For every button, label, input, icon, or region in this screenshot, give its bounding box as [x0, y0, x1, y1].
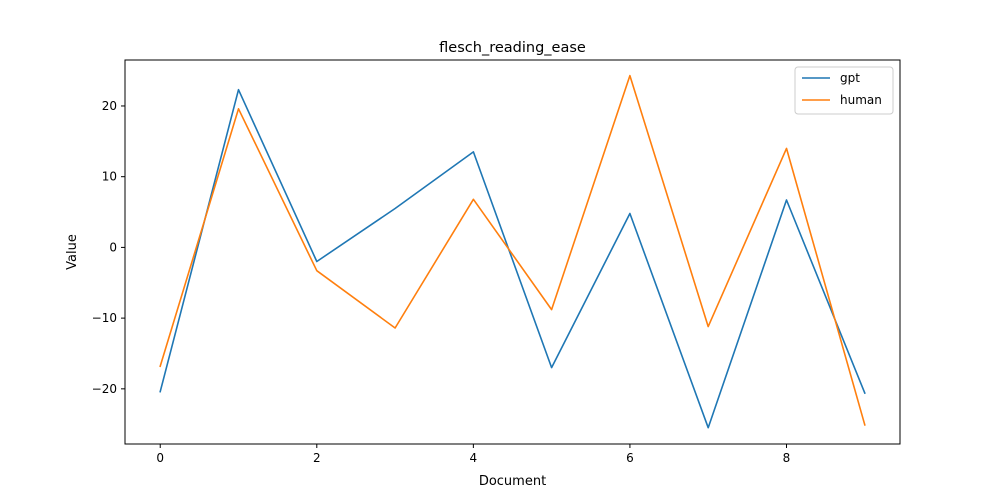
y-axis-label: Value [65, 234, 80, 270]
x-tick-label: 6 [626, 451, 634, 465]
series-line-human [159, 74, 866, 426]
x-axis-ticks: 0 2 4 6 8 [156, 444, 790, 465]
x-tick-label: 2 [313, 451, 321, 465]
plot-frame [124, 59, 901, 445]
y-tick-label: 0 [109, 240, 117, 254]
legend-label-human: human [840, 93, 882, 107]
legend-label-gpt: gpt [840, 71, 860, 85]
x-tick-label: 8 [783, 451, 791, 465]
x-tick-label: 4 [470, 451, 478, 465]
chart-title: flesch_reading_ease [439, 40, 586, 56]
series-line-gpt [159, 88, 866, 429]
y-tick-label: 10 [102, 170, 117, 184]
y-tick-label: −10 [92, 311, 117, 325]
x-axis-label: Document [479, 474, 546, 489]
y-tick-label: 20 [102, 99, 117, 113]
plot-lines [159, 74, 866, 429]
y-axis-ticks: −20 −10 0 10 20 [92, 99, 125, 396]
y-tick-label: −20 [92, 382, 117, 396]
x-tick-label: 0 [156, 451, 164, 465]
legend: gpt human [794, 66, 894, 115]
